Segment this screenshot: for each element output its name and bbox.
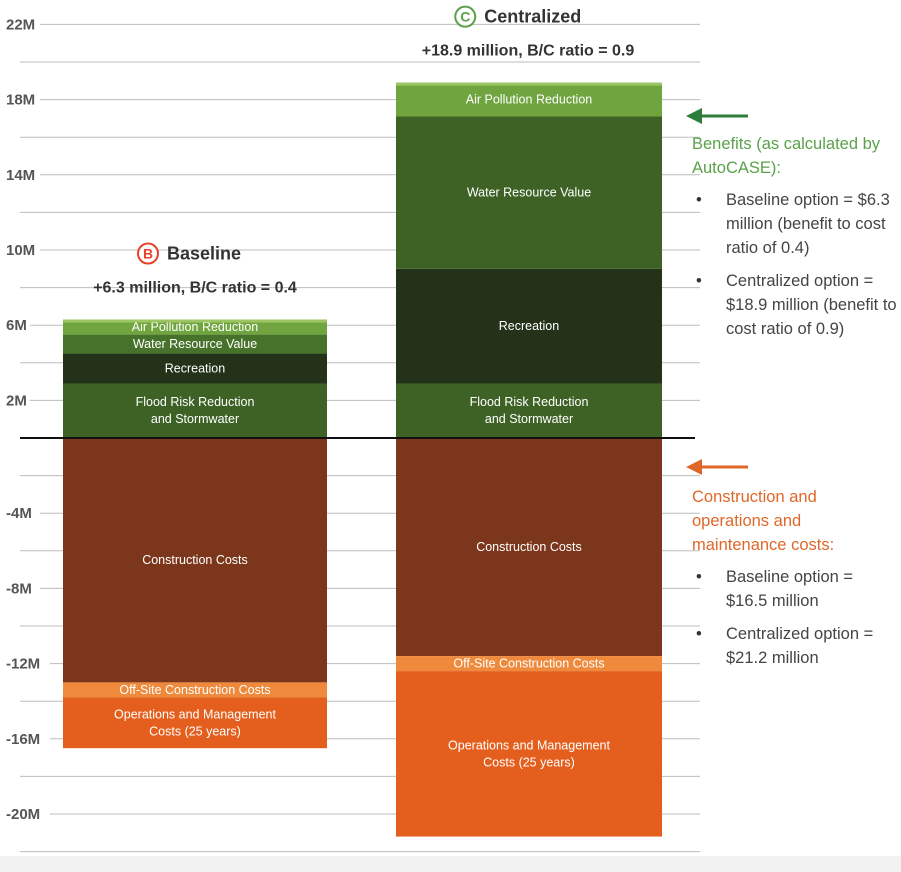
option-title: Centralized [484,7,581,27]
option-badge-icon [454,5,477,28]
segment-label: Recreation [165,361,225,375]
y-tick-label: 14M [6,167,35,184]
bar-segment [63,319,327,335]
bar-top-highlight [63,319,327,323]
bar-segment [63,697,327,749]
costs-annotation: Construction and operations and maintena… [692,485,897,679]
segment-label: Air Pollution Reduction [466,93,593,107]
segment-label: Recreation [499,319,559,333]
tick-label-bg [4,504,40,523]
segment-label: Flood Risk Reduction and Stormwater [136,395,255,426]
option-badge-letter: B [143,246,153,262]
option-subtitle: +18.9 million, B/C ratio = 0.9 [422,43,635,60]
bar-segment [396,671,662,837]
y-tick-label: -4M [6,505,32,522]
bar-segment [396,656,662,672]
costs-heading: Construction and operations and maintena… [692,488,835,554]
option-subtitle: +6.3 million, B/C ratio = 0.4 [93,280,297,297]
tick-label-bg [4,729,50,748]
option-badge-icon [137,242,159,265]
bar-top-highlight [396,82,662,86]
bar-segment [63,353,327,384]
y-tick-label: 22M [6,16,35,33]
segment-label: Off-Site Construction Costs [119,683,270,697]
tick-label-bg [4,805,50,823]
benefits-item-centralized: Centralized option = $18.9 million (bene… [692,269,897,341]
y-tick-label: 18M [6,92,35,109]
segment-label: Flood Risk Reduction and Stormwater [470,395,589,426]
benefits-list: Baseline option = $6.3 million (benefit … [692,188,897,341]
bar-segment [396,82,662,117]
y-tick-label: -8M [6,580,32,597]
y-tick-label: -12M [6,656,40,673]
bar-segment [63,682,327,698]
tick-label-bg [4,165,40,184]
segment-label: Operations and Management Costs (25 years… [448,738,610,769]
footer-band [0,856,901,872]
y-axis-tick-labels: 22M 18M 14M 10M 6M 2M -4M -8M -12M -16M -20M [4,15,50,823]
tick-label-bg [4,579,40,598]
costs-item-baseline: Baseline option = $16.5 million [692,565,897,613]
tick-label-bg [4,391,30,410]
costs-arrow [686,459,748,475]
bar-segment [396,438,662,657]
segment-label: Construction Costs [476,540,582,554]
segment-label: Construction Costs [142,553,248,567]
option-titles: B Baseline +6.3 million, B/C ratio = 0.4 C C… [93,5,635,297]
stacked-bars: Flood Risk Reduction and Stormwater Recrea… [63,82,662,837]
option-title: Baseline [167,244,241,264]
benefits-item-baseline: Baseline option = $6.3 million (benefit … [692,188,897,260]
y-tick-label: 10M [6,242,35,259]
segment-label: Water Resource Value [133,337,257,351]
tick-label-bg [4,241,40,259]
bar-segment [63,383,327,438]
tick-label-bg [4,654,50,673]
bar-segment [396,116,662,269]
costs-item-centralized: Centralized option = $21.2 million [692,622,897,670]
bar-segment [396,268,662,384]
y-tick-label: -16M [6,731,40,748]
segment-label: Air Pollution Reduction [132,320,259,334]
benefits-annotation: Benefits (as calculated by AutoCASE): Ba… [692,132,897,350]
costs-list: Baseline option = $16.5 million Centrali… [692,565,897,670]
benefits-heading: Benefits (as calculated by AutoCASE): [692,135,881,177]
segment-label: Water Resource Value [467,186,591,200]
segment-label: Operations and Management Costs (25 years… [114,707,276,738]
bar-segment [396,383,662,438]
bar-segment [63,438,327,683]
y-tick-label: 6M [6,317,27,334]
tick-label-bg [4,15,40,34]
y-tick-label: -20M [6,806,40,823]
y-tick-label: 2M [6,392,27,409]
benefits-arrow [686,108,748,124]
tick-label-bg [4,90,40,109]
segment-label: Off-Site Construction Costs [453,657,604,671]
option-badge-letter: C [460,9,470,25]
bar-segment [63,334,327,354]
tick-label-bg [4,316,30,335]
